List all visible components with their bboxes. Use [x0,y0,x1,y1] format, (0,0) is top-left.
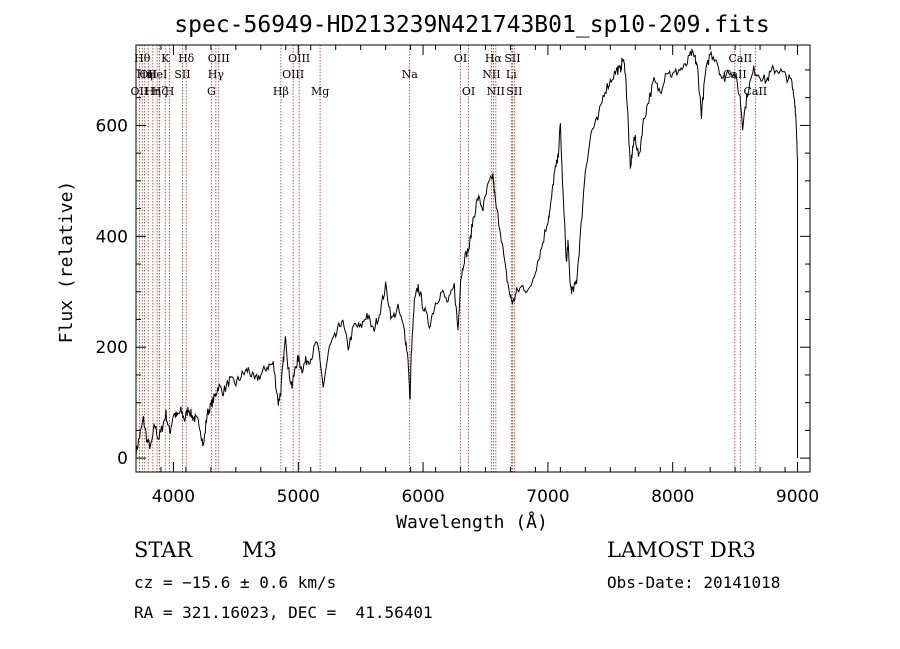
y-tick-label: 600 [96,116,128,136]
x-axis-ticks: 4000 5000 6000 7000 8000 9000 [135,45,819,507]
y-axis-ticks: 0 200 400 600 [96,69,810,469]
line-marker-label: Hα [485,52,503,65]
x-tick-label: 6000 [401,487,444,507]
y-tick-label: 400 [96,227,128,247]
line-marker-label: K [161,52,170,65]
line-marker-label: Hδ [178,52,195,65]
x-tick-label: 8000 [651,487,694,507]
y-tick-label: 0 [117,449,128,469]
line-marker-label: Li [506,68,517,81]
x-tick-label: 4000 [152,487,195,507]
object-class: STAR [134,538,193,562]
line-marker-label: HeI [147,68,167,81]
line-marker-label: Mg [311,85,329,98]
line-marker-label: Hζ [152,85,168,98]
line-marker-label: Hθ [134,52,151,65]
x-axis-label: Wavelength (Å) [396,511,548,533]
line-marker-label: Na [402,68,419,81]
line-marker-label: CaII [729,52,753,65]
redshift-cz: cz = −15.6 ± 0.6 km/s [134,573,337,592]
line-marker-label: OI [462,85,475,98]
line-marker-label: SII [506,85,522,98]
line-marker-label: OIII [208,52,230,65]
plot-frame [135,44,811,473]
line-marker-label: OII [131,85,149,98]
line-marker-label: Hβ [273,85,289,98]
observation-date: Obs-Date: 20141018 [607,573,781,592]
emission-line-labels: OIIHθHηOIIHηHeIHζKHSIIHδGHγOIIIHβOIIIOII… [131,52,768,98]
line-marker-label: G [207,85,216,98]
y-axis-label: Flux (relative) [56,181,77,344]
chart-title: spec-56949-HD213239N421743B01_sp10-209.f… [174,12,769,38]
line-marker-label: Hη [145,85,161,98]
line-marker-label: SII [504,52,520,65]
line-marker-label: H [165,85,175,98]
spectrum-line [135,47,798,459]
ra-dec: RA = 321.16023, DEC = 41.56401 [134,603,433,622]
line-marker-label: OII [139,68,157,81]
line-marker-label: OI [454,52,467,65]
x-tick-label: 7000 [526,487,569,507]
object-subclass: M3 [242,538,277,562]
line-marker-label: Hη [137,68,153,81]
line-marker-label: SII [174,68,190,81]
line-marker-label: NII [482,68,500,81]
line-marker-label: OIII [282,68,304,81]
x-tick-label: 9000 [776,487,819,507]
x-tick-label: 5000 [277,487,320,507]
survey-name: LAMOST DR3 [607,538,756,562]
line-marker-label: NII [487,85,505,98]
line-marker-label: OIII [288,52,310,65]
y-tick-label: 200 [96,338,128,358]
emission-line-markers [138,45,756,472]
line-marker-label: Hγ [208,68,225,81]
